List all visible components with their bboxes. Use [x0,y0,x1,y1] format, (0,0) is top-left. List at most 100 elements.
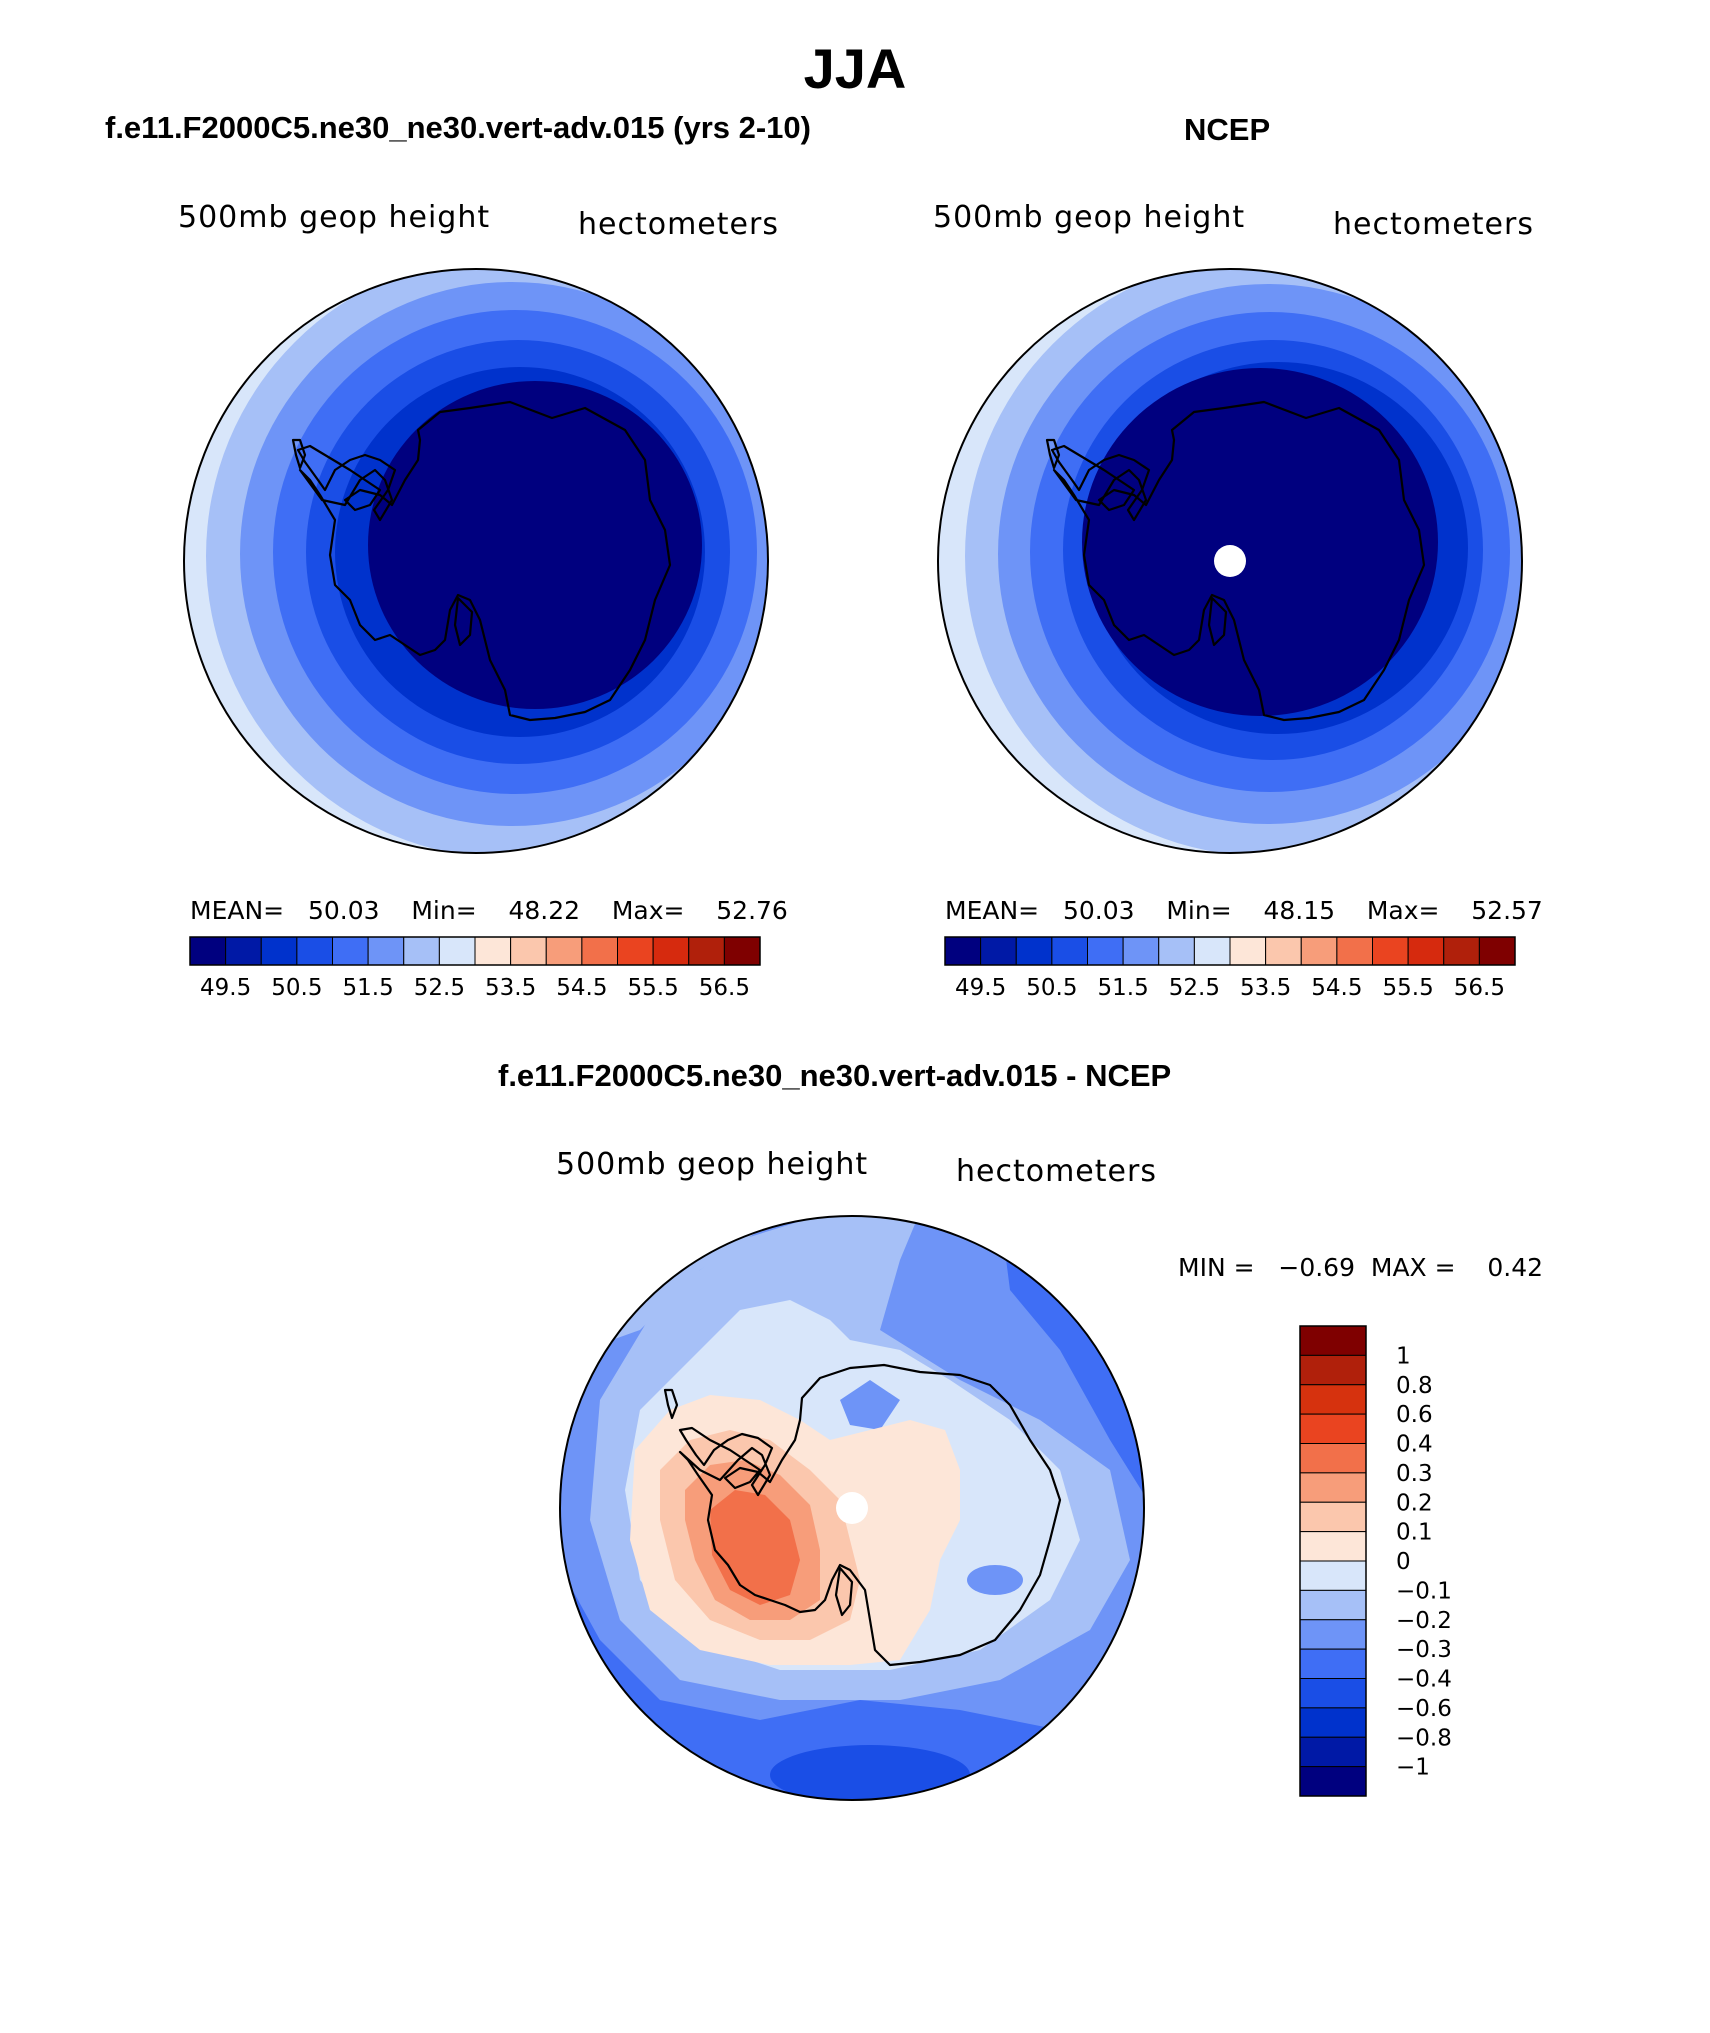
model-colorbar-box [296,936,333,966]
obs-colorbar-box [1443,936,1480,966]
obs-units-label: hectometers [1333,207,1534,242]
obs-colorbar-box [1372,936,1409,966]
model-max-value: 52.76 [716,896,788,925]
diff-colorbar-box [1299,1560,1367,1591]
obs-min-label: Min= [1166,896,1232,925]
model-colorbar-tick-label: 54.5 [556,975,607,1001]
model-variable-label: 500mb geop height [178,200,491,235]
diff-colorbar-tick-label: −0.4 [1396,1667,1452,1693]
diff-colorbar-tick-label: 1 [1396,1343,1411,1369]
obs-colorbar-tick-label: 50.5 [1026,975,1077,1001]
obs-colorbar: 49.5 50.5 51.5 52.5 53.5 54.5 55.5 56.5 [944,936,1516,1001]
diff-colorbar-box [1299,1707,1367,1738]
diff-map [559,1215,1145,1801]
diff-colorbar-tick-label: 0.1 [1396,1520,1433,1546]
obs-colorbar-box [1300,936,1338,966]
obs-max-value: 52.57 [1471,896,1543,925]
model-mean-label: MEAN= [190,896,285,925]
model-colorbar-box [688,936,725,966]
obs-mean-value: 50.03 [1062,896,1135,925]
obs-colorbar-box [1193,936,1231,966]
diff-colorbar-box [1299,1589,1367,1621]
model-map [183,268,769,854]
obs-colorbar-box [1336,936,1373,966]
diff-colorbar-box [1299,1648,1367,1679]
model-colorbar-box [403,936,440,966]
model-colorbar-tick-label: 55.5 [628,975,679,1001]
obs-colorbar-box [1158,936,1195,966]
model-coastline [291,400,672,722]
diff-minmax: MIN = −0.69 MAX = 0.42 [1178,1253,1544,1282]
diff-colorbar-tick-label: 0.4 [1396,1432,1433,1458]
model-colorbar-box [510,936,547,966]
model-colorbar-tick-label: 56.5 [699,975,750,1001]
diff-colorbar-tick-label: −0.6 [1396,1696,1452,1722]
diff-colorbar-box [1299,1413,1367,1444]
diff-colorbar-tick-label: 0 [1396,1549,1411,1575]
diff-coastline [663,1363,1062,1667]
diff-colorbar-box [1299,1472,1367,1503]
model-colorbar-tick-label: 51.5 [343,975,394,1001]
model-max-label: Max= [611,896,685,925]
model-colorbar-box [545,936,583,966]
model-colorbar-box [225,936,262,966]
obs-colorbar-box [1015,936,1053,966]
obs-colorbar-tick-label: 49.5 [955,975,1006,1001]
diff-colorbar-box [1299,1766,1367,1797]
model-stats: MEAN= 50.03 Min= 48.22 Max= 52.76 [190,896,788,925]
model-min-label: Min= [411,896,477,925]
diff-colorbar-tick-label: −0.2 [1396,1608,1452,1634]
diff-colorbar: 1 0.8 0.6 0.4 0.3 0.2 0.1 0 −0.1 −0.2 −0.3 −0.4 −0.6… [1299,1325,1452,1797]
obs-colorbar-tick-label: 56.5 [1454,975,1505,1001]
diff-colorbar-box [1299,1501,1367,1533]
obs-map [937,268,1523,854]
model-colorbar-box [189,936,227,966]
diff-colorbar-tick-label: 0.2 [1396,1490,1433,1516]
obs-stats: MEAN= 50.03 Min= 48.15 Max= 52.57 [945,896,1543,925]
model-colorbar-tick-label: 52.5 [414,975,465,1001]
obs-mean-label: MEAN= [945,896,1040,925]
diff-panel-title: f.e11.F2000C5.ne30_ne30.vert-adv.015 - N… [498,1058,1172,1093]
model-colorbar-box [723,936,761,966]
diff-colorbar-box [1299,1325,1367,1356]
model-colorbar-box [260,936,298,966]
obs-colorbar-box [944,936,982,966]
obs-colorbar-tick-label: 52.5 [1169,975,1220,1001]
model-panel-title: f.e11.F2000C5.ne30_ne30.vert-adv.015 (yr… [105,110,811,145]
obs-colorbar-box [1478,936,1516,966]
obs-colorbar-tick-label: 53.5 [1240,975,1291,1001]
model-colorbar-box [617,936,654,966]
diff-colorbar-tick-label: −0.1 [1396,1578,1452,1604]
model-colorbar-box [474,936,512,966]
obs-panel-title: NCEP [1184,112,1271,147]
diff-colorbar-tick-label: 0.3 [1396,1461,1433,1487]
diff-colorbar-tick-label: −0.3 [1396,1637,1452,1663]
diff-colorbar-box [1299,1443,1367,1474]
model-colorbar-box [438,936,476,966]
obs-colorbar-box [1229,936,1267,966]
obs-colorbar-box [980,936,1017,966]
model-colorbar-tick-label: 50.5 [271,975,322,1001]
obs-variable-label: 500mb geop height [933,200,1246,235]
model-min-value: 48.22 [508,896,581,925]
model-colorbar: 49.5 50.5 51.5 52.5 53.5 54.5 55.5 56.5 [189,936,761,1001]
model-colorbar-box [652,936,690,966]
diff-colorbar-tick-label: −1 [1396,1755,1430,1781]
diff-colorbar-box [1299,1736,1367,1768]
diff-colorbar-tick-label: 0.6 [1396,1402,1433,1428]
diff-colorbar-box [1299,1384,1367,1415]
diff-colorbar-tick-label: 0.8 [1396,1373,1433,1399]
obs-colorbar-box [1051,936,1088,966]
figure-title: JJA [803,37,907,100]
obs-colorbar-tick-label: 55.5 [1383,975,1434,1001]
obs-min-value: 48.15 [1263,896,1336,925]
diff-variable-label: 500mb geop height [556,1147,869,1182]
model-colorbar-box [581,936,618,966]
obs-max-label: Max= [1366,896,1440,925]
model-colorbar-box [332,936,369,966]
obs-coastline [1045,400,1426,722]
obs-colorbar-box [1087,936,1124,966]
obs-colorbar-tick-label: 54.5 [1311,975,1362,1001]
diff-colorbar-box [1299,1619,1367,1650]
